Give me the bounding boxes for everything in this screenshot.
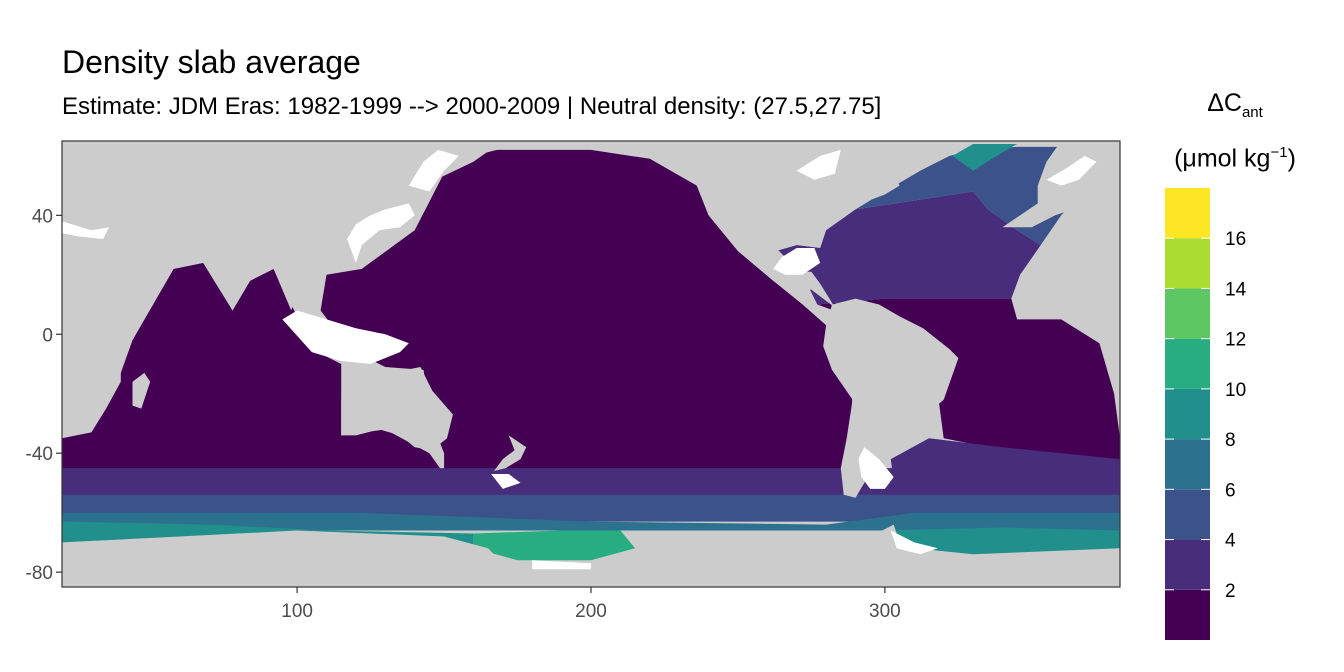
legend-swatch-1 xyxy=(1165,539,1210,590)
land-new-zealand xyxy=(494,435,527,471)
legend-swatch-5 xyxy=(1165,338,1210,389)
legend-swatch-7 xyxy=(1165,238,1210,289)
nodata-okhotsk xyxy=(408,149,459,192)
x-tick-label-300: 300 xyxy=(869,601,901,622)
land-africa xyxy=(62,242,154,439)
nodata-patagonia-shelf xyxy=(858,447,894,489)
map-title: Density slab average xyxy=(62,44,361,80)
legend-label-8: 8 xyxy=(1225,430,1236,451)
legend-label-12: 12 xyxy=(1225,330,1246,351)
legend-title-main: ΔC xyxy=(1207,89,1242,117)
nodata-mediterranean xyxy=(62,221,109,240)
legend-label-14: 14 xyxy=(1225,279,1247,300)
region-atlantic-tropical xyxy=(817,298,1120,469)
nodata-east-china-sea xyxy=(347,203,415,263)
legend-label-10: 10 xyxy=(1225,380,1246,401)
nodata-ross-ice xyxy=(532,560,591,570)
x-tick-label-200: 200 xyxy=(575,601,607,622)
land-madagascar xyxy=(132,372,151,409)
land-asia xyxy=(62,141,503,311)
land-antarctica xyxy=(62,524,1120,587)
nodata-indonesia xyxy=(282,310,409,364)
ocean-field xyxy=(62,141,1120,587)
y-tick-label-0: 0 xyxy=(42,325,53,346)
legend-swatch-8 xyxy=(1165,188,1210,239)
y-tick-label--80: -80 xyxy=(26,563,53,584)
region-indian xyxy=(62,262,445,474)
legend-title-sub: ant xyxy=(1241,104,1263,121)
legend-unit-suffix: ) xyxy=(1287,144,1296,173)
legend-unit: (μmol kg−1) xyxy=(1150,136,1320,175)
legend-unit-sup: −1 xyxy=(1270,144,1288,161)
legend-swatch-6 xyxy=(1165,288,1210,339)
land-north-america xyxy=(696,141,900,308)
nodata-hudson xyxy=(796,149,841,180)
land-australia xyxy=(341,367,453,451)
nodata-campbell xyxy=(491,474,521,489)
legend-label-2: 2 xyxy=(1225,581,1236,602)
region-pacific xyxy=(320,149,853,483)
x-tick-label-100: 100 xyxy=(281,601,313,622)
nodata-gulf-of-mexico xyxy=(773,248,821,275)
region-atlantic-subtropical xyxy=(773,191,1041,305)
legend-swatch-3 xyxy=(1165,439,1210,490)
region-southern-band-3 xyxy=(62,512,1120,531)
region-ross-sea xyxy=(473,530,636,561)
y-tick-label--40: -40 xyxy=(26,444,53,465)
legend-label-4: 4 xyxy=(1225,531,1236,552)
region-weddell-sea xyxy=(884,527,1120,555)
map-subtitle: Estimate: JDM Eras: 1982-1999 --> 2000-2… xyxy=(62,93,882,120)
legend-label-6: 6 xyxy=(1225,480,1236,501)
legend-title: ΔCant xyxy=(1150,86,1320,130)
legend-swatch-4 xyxy=(1165,388,1210,440)
legend-unit-prefix: (μmol kg xyxy=(1174,144,1271,173)
legend-swatch-2 xyxy=(1165,489,1210,540)
land-greenland xyxy=(899,141,952,156)
nodata-weddell-shelf xyxy=(890,530,938,555)
nodata-north-sea xyxy=(1046,155,1097,186)
y-tick-label-40: 40 xyxy=(32,206,53,227)
legend-label-16: 16 xyxy=(1225,229,1246,250)
region-atlantic-nordic xyxy=(952,144,1018,171)
legend-swatch-0 xyxy=(1165,589,1210,640)
land-south-america xyxy=(823,298,959,498)
